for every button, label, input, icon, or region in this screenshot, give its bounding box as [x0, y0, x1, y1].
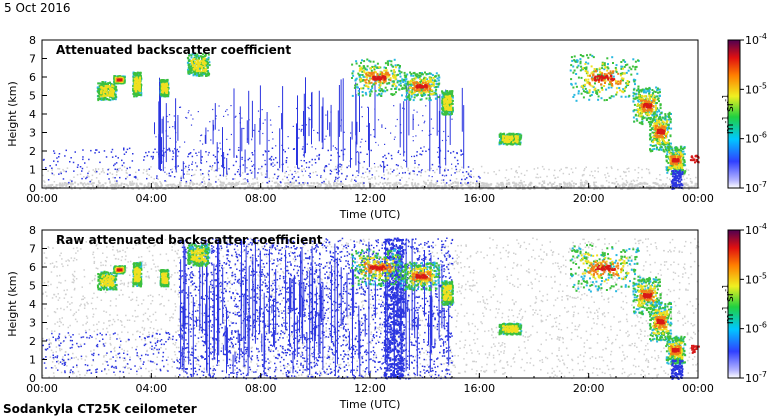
x-tick-label: 16:00 [463, 382, 495, 395]
colorbar-tick-label: 10-7 [745, 180, 767, 195]
y-tick-label: 7 [29, 243, 36, 256]
y-tick-label: 7 [29, 53, 36, 66]
y-tick-label: 0 [29, 182, 36, 195]
y-tick-label: 5 [29, 280, 36, 293]
x-tick-label: 12:00 [354, 382, 386, 395]
colorbar-scale [727, 229, 741, 379]
y-tick-label: 1 [29, 354, 36, 367]
x-tick-label: 00:00 [682, 382, 714, 395]
panel-title: Attenuated backscatter coefficient [56, 43, 291, 57]
colorbar: 10-4 10-5 10-6 10-7 m-1 sr-1 [721, 222, 767, 385]
colorbar-scale [727, 39, 741, 189]
x-tick-label: 04:00 [135, 382, 167, 395]
colorbar-tick-label: 10-4 [745, 32, 767, 47]
y-tick-label: 0 [29, 372, 36, 385]
colorbar-unit-label: m-1 sr-1 [721, 94, 736, 134]
data-field [42, 53, 700, 190]
x-tick-label: 04:00 [135, 192, 167, 205]
y-tick-label: 5 [29, 90, 36, 103]
y-axis: 0 1 2 3 4 5 6 7 8 Height (km) [6, 34, 47, 195]
x-axis-label: Time (UTC) [339, 208, 401, 221]
y-tick-label: 4 [29, 298, 36, 311]
x-tick-label: 08:00 [245, 382, 277, 395]
panel-title: Raw attenuated backscatter coefficient [56, 233, 323, 247]
y-axis-label: Height (km) [6, 81, 19, 147]
x-axis: 00:00 04:00 08:00 12:00 16:00 20:00 00:00 Time … [26, 183, 714, 221]
data-field [42, 237, 700, 380]
colorbar-tick-label: 10-5 [745, 271, 767, 286]
y-tick-label: 2 [29, 145, 36, 158]
x-axis-label: Time (UTC) [339, 398, 401, 411]
y-tick-label: 2 [29, 335, 36, 348]
y-tick-label: 3 [29, 127, 36, 140]
y-tick-label: 6 [29, 71, 36, 84]
plot-area [42, 40, 698, 188]
y-tick-label: 6 [29, 261, 36, 274]
y-axis-label: Height (km) [6, 271, 19, 337]
colorbar-tick-label: 10-6 [745, 321, 767, 336]
y-tick-label: 8 [29, 224, 36, 237]
x-tick-label: 20:00 [573, 192, 605, 205]
colorbar-tick-label: 10-5 [745, 81, 767, 96]
colorbar-tick-label: 10-7 [745, 370, 767, 385]
x-tick-label: 08:00 [245, 192, 277, 205]
colorbar-tick-label: 10-6 [745, 131, 767, 146]
colorbar: 10-4 10-5 10-6 10-7 m-1 sr-1 [721, 32, 767, 195]
y-tick-label: 1 [29, 164, 36, 177]
colorbar-tick-label: 10-4 [745, 222, 767, 237]
y-tick-label: 3 [29, 317, 36, 330]
y-tick-label: 8 [29, 34, 36, 47]
date-label: 5 Oct 2016 [4, 1, 71, 15]
panel-2: Raw attenuated backscatter coefficient00… [6, 222, 767, 411]
colorbar-unit-label: m-1 sr-1 [721, 284, 736, 324]
footer-label: Sodankyla CT25K ceilometer [3, 402, 197, 416]
x-tick-label: 16:00 [463, 192, 495, 205]
x-tick-label: 00:00 [26, 382, 58, 395]
y-axis: 0 1 2 3 4 5 6 7 8 Height (km) [6, 224, 47, 385]
y-tick-label: 4 [29, 108, 36, 121]
x-tick-label: 00:00 [26, 192, 58, 205]
x-tick-label: 20:00 [573, 382, 605, 395]
x-tick-label: 12:00 [354, 192, 386, 205]
x-axis: 00:00 04:00 08:00 12:00 16:00 20:00 00:00 Time … [26, 373, 714, 411]
x-tick-label: 00:00 [682, 192, 714, 205]
